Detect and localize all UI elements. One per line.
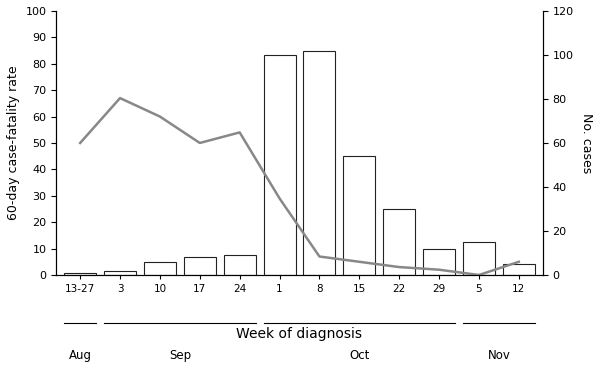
Y-axis label: No. cases: No. cases [580,113,593,173]
Bar [104,271,136,275]
Bar [144,262,176,275]
Bar [304,50,335,275]
Text: Aug: Aug [68,349,92,362]
Text: Nov: Nov [487,349,511,362]
Bar [343,156,375,275]
Bar [463,242,495,275]
Text: Oct: Oct [349,349,370,362]
Bar [423,249,455,275]
Bar [224,255,256,275]
Bar [184,258,216,275]
Text: Sep: Sep [169,349,191,362]
X-axis label: Week of diagnosis: Week of diagnosis [236,327,362,341]
Bar [64,273,96,275]
Bar [263,55,296,275]
Bar [503,264,535,275]
Y-axis label: 60-day case-fatality rate: 60-day case-fatality rate [7,66,20,220]
Bar [383,209,415,275]
